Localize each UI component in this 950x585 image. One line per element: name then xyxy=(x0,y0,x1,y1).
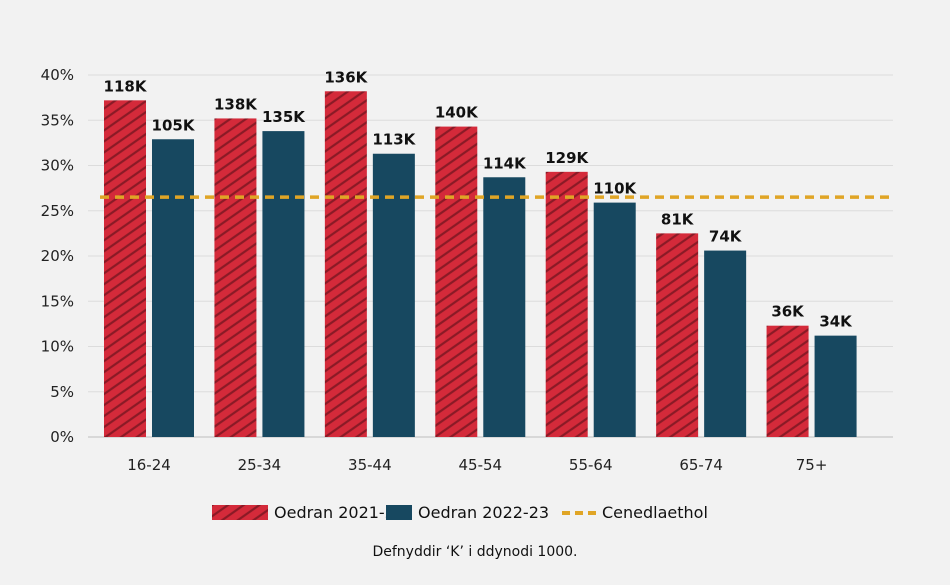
y-tick-label: 30% xyxy=(41,157,74,175)
bar-2022-23 xyxy=(814,335,857,437)
y-tick-label: 5% xyxy=(50,383,74,401)
x-tick-label: 55-64 xyxy=(569,456,613,474)
x-tick-label: 65-74 xyxy=(679,456,723,474)
y-tick-label: 20% xyxy=(41,247,74,265)
data-label: 105K xyxy=(152,116,196,134)
data-label: 118K xyxy=(104,77,148,95)
data-label: 36K xyxy=(771,303,805,321)
y-axis: 0% 5% 10% 15% 20% 25% 30% 35% 40% xyxy=(41,66,74,446)
y-tick-label: 35% xyxy=(41,111,74,129)
bar-2022-23 xyxy=(483,177,526,437)
bar-2021-22 xyxy=(324,91,367,437)
data-label: 74K xyxy=(709,228,743,246)
data-label: 114K xyxy=(483,154,527,172)
legend-label-2021-22: Oedran 2021-22 xyxy=(274,503,405,522)
bar-2021-22 xyxy=(214,118,257,437)
data-label: 135K xyxy=(262,108,306,126)
x-tick-label: 16-24 xyxy=(127,456,171,474)
bar-2022-23 xyxy=(372,153,415,438)
legend-swatch-2022-23 xyxy=(386,505,412,520)
data-label: 129K xyxy=(545,149,589,167)
bar-2022-23 xyxy=(262,131,305,438)
legend-label-2022-23: Oedran 2022-23 xyxy=(418,503,549,522)
footnote: Defnyddir ‘K’ i ddynodi 1000. xyxy=(372,544,577,560)
legend: Oedran 2021-22 Oedran 2022-23 Cenedlaeth… xyxy=(212,503,708,522)
y-tick-label: 25% xyxy=(41,202,74,220)
data-label: 34K xyxy=(819,313,853,331)
legend-label-national: Cenedlaethol xyxy=(602,503,708,522)
data-label: 140K xyxy=(435,104,479,122)
data-label: 113K xyxy=(372,131,416,149)
x-tick-label: 75+ xyxy=(796,456,828,474)
data-label: 110K xyxy=(593,180,637,198)
y-tick-label: 10% xyxy=(41,338,74,356)
x-axis: 16-24 25-34 35-44 45-54 55-64 65-74 75+ xyxy=(127,456,827,474)
y-tick-label: 40% xyxy=(41,66,74,84)
bar-2021-22 xyxy=(104,100,146,437)
data-label: 81K xyxy=(661,210,695,228)
bar-2021-22 xyxy=(766,325,809,437)
bar-2022-23 xyxy=(704,250,747,437)
legend-swatch-2021-22 xyxy=(212,505,268,520)
bar-2021-22 xyxy=(656,233,699,437)
data-label: 138K xyxy=(214,95,258,113)
bar-2022-23 xyxy=(593,202,636,437)
bar-2021-22 xyxy=(545,171,588,437)
data-label: 136K xyxy=(324,68,368,86)
x-tick-label: 35-44 xyxy=(348,456,392,474)
y-tick-label: 15% xyxy=(41,292,74,310)
bar-2022-23 xyxy=(152,139,194,437)
bar-2021-22 xyxy=(435,126,478,438)
y-tick-label: 0% xyxy=(50,428,74,446)
x-tick-label: 25-34 xyxy=(238,456,282,474)
x-tick-label: 45-54 xyxy=(458,456,502,474)
